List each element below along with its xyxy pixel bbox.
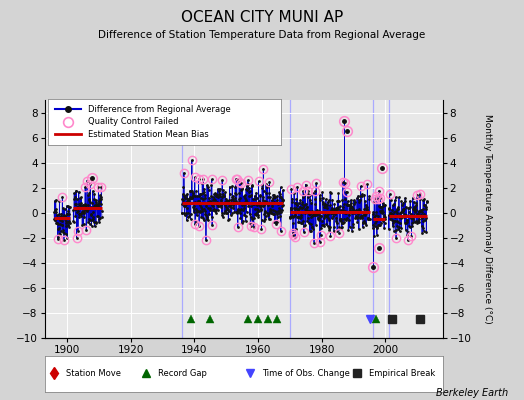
Text: Difference from Regional Average: Difference from Regional Average bbox=[88, 105, 231, 114]
Text: OCEAN CITY MUNI AP: OCEAN CITY MUNI AP bbox=[181, 10, 343, 25]
Text: Berkeley Earth: Berkeley Earth bbox=[436, 388, 508, 398]
Text: Quality Control Failed: Quality Control Failed bbox=[88, 117, 178, 126]
Text: Record Gap: Record Gap bbox=[158, 369, 207, 378]
Y-axis label: Monthly Temperature Anomaly Difference (°C): Monthly Temperature Anomaly Difference (… bbox=[483, 114, 492, 324]
Text: Empirical Break: Empirical Break bbox=[369, 369, 435, 378]
Text: Station Move: Station Move bbox=[67, 369, 122, 378]
Text: Time of Obs. Change: Time of Obs. Change bbox=[261, 369, 350, 378]
Text: Difference of Station Temperature Data from Regional Average: Difference of Station Temperature Data f… bbox=[99, 30, 425, 40]
Text: Estimated Station Mean Bias: Estimated Station Mean Bias bbox=[88, 130, 209, 139]
